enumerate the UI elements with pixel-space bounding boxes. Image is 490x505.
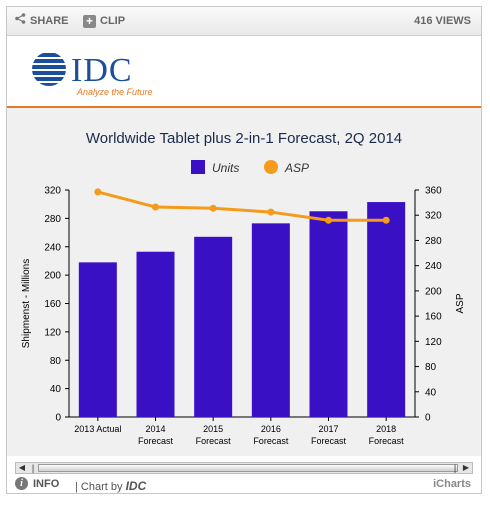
y-tick-label-left: 120 — [44, 327, 61, 338]
y-tick-label-right: 320 — [425, 211, 442, 222]
idc-logo: IDC Analyze the Future — [32, 52, 153, 97]
asp-point — [267, 208, 275, 216]
y-tick-label-right: 120 — [425, 337, 442, 348]
info-icon: i — [15, 477, 28, 490]
y-axis-right-title: ASP — [455, 293, 466, 313]
asp-point — [209, 204, 217, 212]
share-icon — [15, 7, 26, 35]
legend-swatch-asp — [264, 160, 278, 174]
legend-label-asp: ASP — [284, 161, 309, 175]
bar-units — [367, 202, 406, 417]
x-tick-label: 2013 Actual — [74, 424, 121, 434]
x-tick-label: 2015 — [203, 424, 223, 434]
x-tick-label: 2014 — [145, 424, 165, 434]
header-divider — [7, 106, 481, 108]
y-tick-label-right: 240 — [425, 261, 442, 272]
y-tick-label-left: 40 — [50, 384, 62, 395]
y-tick-label-left: 0 — [55, 413, 61, 424]
scroll-left-icon[interactable]: ◀ — [18, 463, 26, 472]
y-axis-left-title: Shipmenst - Millions — [21, 259, 32, 348]
y-tick-label-right: 40 — [425, 387, 437, 398]
clip-button[interactable]: + CLIP — [83, 7, 125, 35]
asp-point — [325, 216, 332, 224]
asp-line — [97, 190, 387, 222]
x-tick-label: Forecast — [253, 436, 289, 446]
asp-point — [152, 203, 159, 211]
chart-credit-prefix: | Chart by — [75, 481, 123, 493]
logo-wordmark: IDC — [71, 52, 133, 89]
x-tick-label: Forecast — [138, 436, 174, 446]
info-label: INFO — [33, 477, 60, 490]
share-button[interactable]: SHARE — [15, 7, 69, 35]
bar-units — [251, 223, 290, 417]
y-tick-label-left: 280 — [44, 214, 61, 225]
footer: i INFO | Chart by IDC iCharts — [7, 475, 481, 493]
x-tick-label: Forecast — [369, 436, 405, 446]
logo-tagline: Analyze the Future — [76, 87, 153, 97]
y-tick-label-left: 240 — [44, 242, 61, 253]
y-tick-label-left: 80 — [50, 356, 62, 367]
x-tick-label: 2018 — [376, 424, 396, 434]
x-tick-label: Forecast — [196, 436, 232, 446]
scroll-end-icon[interactable]: | — [453, 463, 457, 473]
bar-units — [136, 251, 175, 417]
chart-svg: Worldwide Tablet plus 2-in-1 Forecast, 2… — [21, 130, 466, 446]
legend-swatch-units — [191, 160, 205, 174]
y-tick-label-right: 280 — [425, 236, 442, 247]
chart-credit: | Chart by IDC — [75, 479, 146, 493]
chart-area: Worldwide Tablet plus 2-in-1 Forecast, 2… — [7, 108, 481, 456]
chart-credit-brand[interactable]: IDC — [125, 479, 147, 493]
y-tick-label-right: 200 — [425, 286, 442, 297]
y-tick-label-left: 160 — [44, 299, 61, 310]
scrollbar-thumb[interactable] — [38, 464, 458, 472]
info-button[interactable]: i INFO — [15, 477, 59, 490]
y-tick-label-left: 320 — [44, 186, 61, 197]
chart-title: Worldwide Tablet plus 2-in-1 Forecast, 2… — [86, 130, 402, 147]
scroll-start-icon[interactable]: | — [31, 463, 35, 473]
clip-label: CLIP — [100, 15, 126, 27]
asp-point — [94, 188, 102, 196]
share-label: SHARE — [30, 15, 69, 27]
y-tick-label-right: 80 — [425, 362, 437, 373]
chart-widget: SHARE + CLIP 416 VIEWS IDC Analyze the F… — [6, 6, 482, 494]
plus-icon: + — [83, 14, 96, 28]
logo-header: IDC Analyze the Future — [7, 36, 481, 106]
bar-units — [309, 211, 348, 417]
icharts-link[interactable]: iCharts — [433, 478, 471, 490]
scroll-right-icon[interactable]: ▶ — [462, 463, 470, 472]
asp-point — [382, 216, 390, 224]
x-tick-label: 2017 — [318, 424, 338, 434]
x-tick-label: Forecast — [311, 436, 347, 446]
y-tick-label-right: 0 — [425, 413, 431, 424]
toolbar: SHARE + CLIP 416 VIEWS — [7, 7, 481, 36]
y-tick-label-right: 360 — [425, 186, 442, 197]
view-count: 416 VIEWS — [414, 15, 471, 27]
y-tick-label-left: 200 — [44, 271, 61, 282]
horizontal-scrollbar[interactable]: ◀ | | ▶ — [15, 462, 473, 474]
bar-units — [194, 236, 233, 417]
bar-units — [78, 262, 117, 417]
legend-label-units: Units — [212, 161, 239, 175]
x-tick-label: 2016 — [261, 424, 281, 434]
y-tick-label-right: 160 — [425, 312, 442, 323]
